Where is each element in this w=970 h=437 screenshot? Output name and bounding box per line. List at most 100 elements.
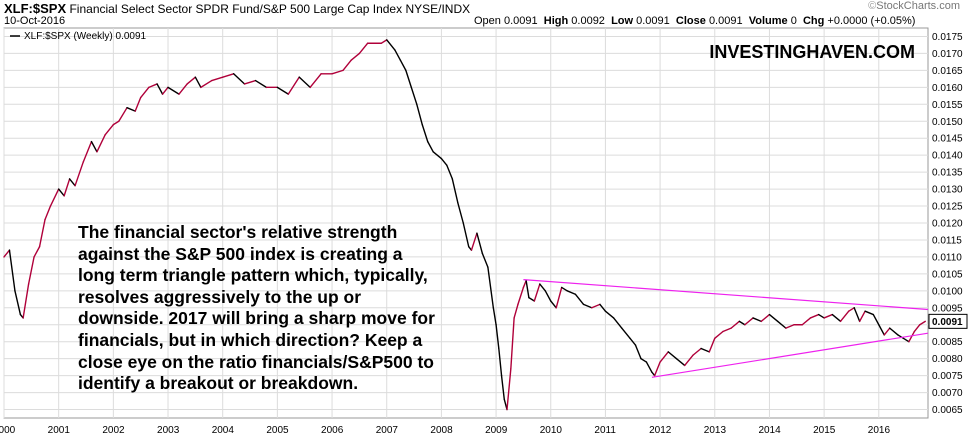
series-segment bbox=[380, 39, 388, 44]
y-tick-label: 0.0075 bbox=[932, 371, 963, 382]
series-segment bbox=[667, 351, 678, 360]
series-segment bbox=[848, 307, 855, 312]
series-segment bbox=[440, 157, 448, 167]
series-segment bbox=[410, 86, 418, 106]
series-segment bbox=[533, 283, 541, 302]
series-segment bbox=[82, 140, 93, 163]
series-segment bbox=[156, 83, 164, 95]
series-segment bbox=[3, 249, 11, 258]
exchange: NYSE/INDX bbox=[405, 2, 471, 16]
close-label: Close bbox=[675, 15, 706, 27]
series-segment bbox=[913, 324, 921, 333]
volume-value: 0 bbox=[790, 15, 797, 27]
last-value-badge bbox=[928, 313, 968, 329]
chart-title: XLF:$SPX Financial Select Sector SPDR Fu… bbox=[4, 1, 470, 16]
series-segment bbox=[817, 313, 825, 319]
annotation-line: financials, but in which direction? Keep… bbox=[78, 329, 423, 350]
series-segment bbox=[883, 327, 891, 336]
series-segment bbox=[178, 83, 188, 95]
series-segment bbox=[495, 324, 500, 350]
series-segment bbox=[57, 188, 65, 197]
ohlc-readout: Open 0.0091 High 0.0092 Low 0.0091 Close… bbox=[474, 15, 915, 27]
series-segment bbox=[118, 106, 128, 122]
series-segment bbox=[232, 73, 246, 85]
series-segment bbox=[27, 256, 35, 285]
series-segment bbox=[358, 42, 369, 55]
x-tick-label: 2005 bbox=[266, 425, 289, 436]
annotation-line: close eye on the ratio financials/S&P500… bbox=[78, 351, 434, 372]
series-segment bbox=[683, 354, 694, 367]
series-segment bbox=[487, 266, 495, 309]
series-segment bbox=[853, 307, 861, 323]
series-segment bbox=[510, 317, 515, 370]
star-icon: © bbox=[868, 0, 877, 12]
series-segment bbox=[161, 86, 169, 95]
series-segment bbox=[432, 151, 443, 160]
series-segment bbox=[692, 347, 702, 356]
series-segment bbox=[801, 317, 812, 326]
series-segment bbox=[194, 76, 202, 89]
series-segment bbox=[525, 279, 530, 299]
x-tick-label: 2003 bbox=[157, 425, 180, 436]
series-segment bbox=[481, 252, 489, 268]
x-tick-label: 2012 bbox=[649, 425, 672, 436]
series-segment bbox=[708, 337, 716, 353]
series-segment bbox=[634, 344, 642, 360]
series-segment bbox=[139, 86, 150, 99]
series-segment bbox=[539, 283, 546, 292]
series-segment bbox=[653, 361, 661, 377]
series-segment bbox=[243, 79, 257, 85]
series-segment bbox=[462, 222, 470, 248]
series-segment bbox=[675, 357, 686, 367]
series-segment bbox=[126, 106, 136, 112]
x-tick-label: 2016 bbox=[868, 425, 891, 436]
series-segment bbox=[33, 246, 41, 258]
series-segment bbox=[566, 290, 577, 295]
x-tick-label: 2004 bbox=[212, 425, 235, 436]
series-segment bbox=[785, 324, 795, 329]
annotation-line: downside. 2017 will bring a sharp move f… bbox=[78, 308, 435, 329]
series-segment bbox=[457, 201, 464, 224]
series-segment bbox=[700, 347, 711, 353]
y-tick-label: 0.0115 bbox=[932, 235, 962, 246]
series-segment bbox=[768, 313, 779, 323]
series-segment bbox=[872, 313, 880, 326]
series-segment bbox=[500, 374, 505, 401]
series-segment bbox=[738, 320, 746, 326]
last-value-label: 0.0091 bbox=[932, 317, 963, 328]
series-segment bbox=[908, 330, 916, 343]
series-segment bbox=[513, 303, 519, 319]
series-segment bbox=[476, 232, 484, 255]
series-segment bbox=[640, 357, 648, 363]
series-segment bbox=[298, 76, 311, 89]
chart-date: 10-Oct-2016 bbox=[4, 15, 66, 27]
series-segment bbox=[254, 79, 268, 89]
series-segment bbox=[629, 337, 637, 346]
annotation-line: against the S&P 500 index is creating a bbox=[78, 243, 403, 264]
series-segment bbox=[134, 96, 142, 112]
series-segment bbox=[752, 317, 762, 323]
series-segment bbox=[309, 73, 322, 89]
series-segment bbox=[544, 290, 552, 302]
x-tick-label: 2001 bbox=[48, 425, 71, 436]
x-tick-label: 2011 bbox=[594, 425, 616, 436]
series-segment bbox=[90, 140, 98, 153]
series-segment bbox=[211, 76, 224, 82]
series-segment bbox=[221, 73, 235, 78]
series-segment bbox=[287, 76, 300, 95]
x-tick-label: 2013 bbox=[704, 425, 727, 436]
series-segment bbox=[645, 361, 653, 373]
series-segment bbox=[550, 300, 557, 309]
series-segment bbox=[200, 79, 213, 89]
x-tick-label: 2002 bbox=[102, 425, 125, 436]
series-segment bbox=[446, 164, 454, 180]
series-segment bbox=[659, 351, 669, 363]
series-segment bbox=[148, 83, 158, 89]
series-segment bbox=[506, 368, 512, 411]
trendline-upper bbox=[523, 279, 929, 311]
y-tick-label: 0.0145 bbox=[932, 134, 963, 145]
series-segment bbox=[809, 313, 820, 319]
series-segment bbox=[276, 86, 290, 95]
series-segment bbox=[22, 283, 30, 319]
series-segment bbox=[63, 178, 71, 197]
